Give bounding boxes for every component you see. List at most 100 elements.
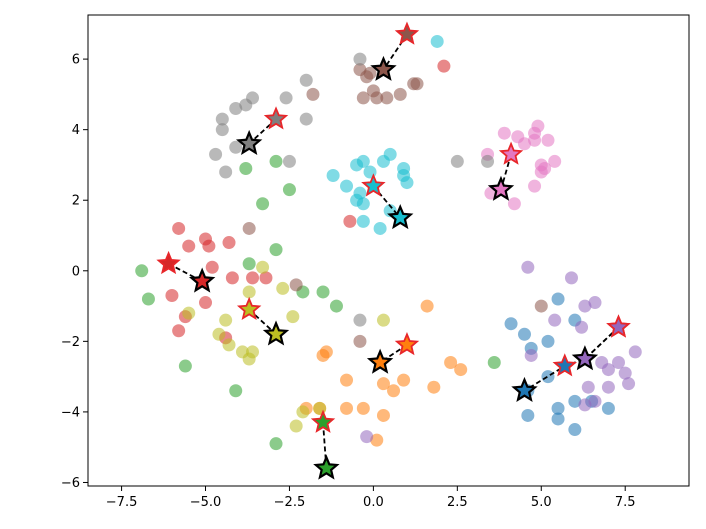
data-point <box>487 356 501 370</box>
data-point <box>622 377 636 391</box>
data-point <box>219 313 233 327</box>
data-point <box>534 299 548 313</box>
data-point <box>329 299 343 313</box>
data-point <box>212 327 226 341</box>
centroid-marker-step <box>394 21 420 45</box>
data-point <box>575 320 589 334</box>
x-tick-label: −2.5 <box>274 495 306 510</box>
centroid-marker-final <box>313 454 340 480</box>
centroid-trajectory <box>248 118 277 145</box>
data-point <box>551 292 565 306</box>
y-tick-label: −2 <box>61 335 80 350</box>
data-point <box>340 401 354 415</box>
data-point <box>618 366 632 380</box>
data-point <box>172 221 186 235</box>
data-point <box>581 380 595 394</box>
centroid-marker-step <box>498 141 524 165</box>
data-point <box>326 169 340 183</box>
data-point <box>353 313 367 327</box>
data-point <box>551 412 565 426</box>
data-point <box>219 165 233 179</box>
data-point <box>242 285 256 299</box>
data-point <box>182 239 196 253</box>
y-tick-label: 0 <box>72 264 80 279</box>
data-point <box>353 52 367 66</box>
data-point <box>319 345 333 359</box>
data-point <box>246 271 260 285</box>
data-point <box>517 137 531 151</box>
data-point <box>427 380 441 394</box>
data-point <box>340 373 354 387</box>
data-point <box>269 243 283 257</box>
x-tick-label: 2.5 <box>447 495 468 510</box>
centroid-marker-final <box>188 267 216 293</box>
plot-frame <box>87 14 690 487</box>
data-point <box>222 236 236 250</box>
data-point <box>135 264 149 278</box>
data-point <box>269 437 283 451</box>
data-point <box>370 433 384 447</box>
data-point <box>383 147 397 161</box>
data-point <box>182 306 196 320</box>
points-layer <box>135 34 642 451</box>
data-point <box>454 363 468 377</box>
data-point <box>430 34 444 48</box>
data-point <box>229 384 243 398</box>
data-point <box>178 359 192 373</box>
data-point <box>497 126 511 140</box>
data-point <box>202 239 216 253</box>
data-point <box>541 334 555 348</box>
data-point <box>356 154 370 168</box>
data-point <box>199 296 213 310</box>
centroid-marker-step <box>263 106 289 130</box>
data-point <box>356 214 370 228</box>
data-point <box>548 154 562 168</box>
data-point <box>376 408 390 422</box>
data-point <box>356 197 370 211</box>
data-point <box>387 384 401 398</box>
x-tick-label: 7.5 <box>615 495 636 510</box>
data-point <box>239 98 253 112</box>
data-point <box>524 348 538 362</box>
centroid-marker-step <box>394 332 420 356</box>
data-point <box>410 77 424 91</box>
centroid-marker-step <box>552 353 577 377</box>
data-point <box>222 338 236 352</box>
centroid-marker-step <box>606 314 631 338</box>
data-point <box>541 370 555 384</box>
data-point <box>601 363 615 377</box>
data-point <box>286 310 300 324</box>
data-point <box>340 179 354 193</box>
data-point <box>531 119 545 133</box>
data-point <box>242 221 256 235</box>
data-point <box>141 292 155 306</box>
data-point <box>373 221 387 235</box>
data-point <box>370 91 384 105</box>
data-point <box>209 147 223 161</box>
data-point <box>215 123 229 137</box>
x-tick-label: 5.0 <box>531 495 552 510</box>
data-point <box>517 327 531 341</box>
data-point <box>239 161 253 175</box>
data-point <box>259 271 273 285</box>
centroid-marker-step <box>310 409 336 433</box>
data-point <box>360 70 374 84</box>
x-tick-label: 0.0 <box>363 495 384 510</box>
data-point <box>205 260 219 274</box>
data-point <box>376 377 390 391</box>
data-point <box>397 373 411 387</box>
data-point <box>376 313 390 327</box>
data-point <box>588 394 602 408</box>
data-point <box>534 165 548 179</box>
centroid-trajectory <box>382 33 408 71</box>
data-point <box>420 299 434 313</box>
data-point <box>299 73 313 87</box>
data-point <box>601 401 615 415</box>
centroid-marker-step <box>236 296 262 320</box>
centroid-trajectory <box>500 154 512 190</box>
data-point <box>568 394 582 408</box>
centroid-marker-final <box>235 129 263 155</box>
x-tick-label: −7.5 <box>106 495 138 510</box>
data-point <box>551 401 565 415</box>
data-point <box>504 317 518 331</box>
